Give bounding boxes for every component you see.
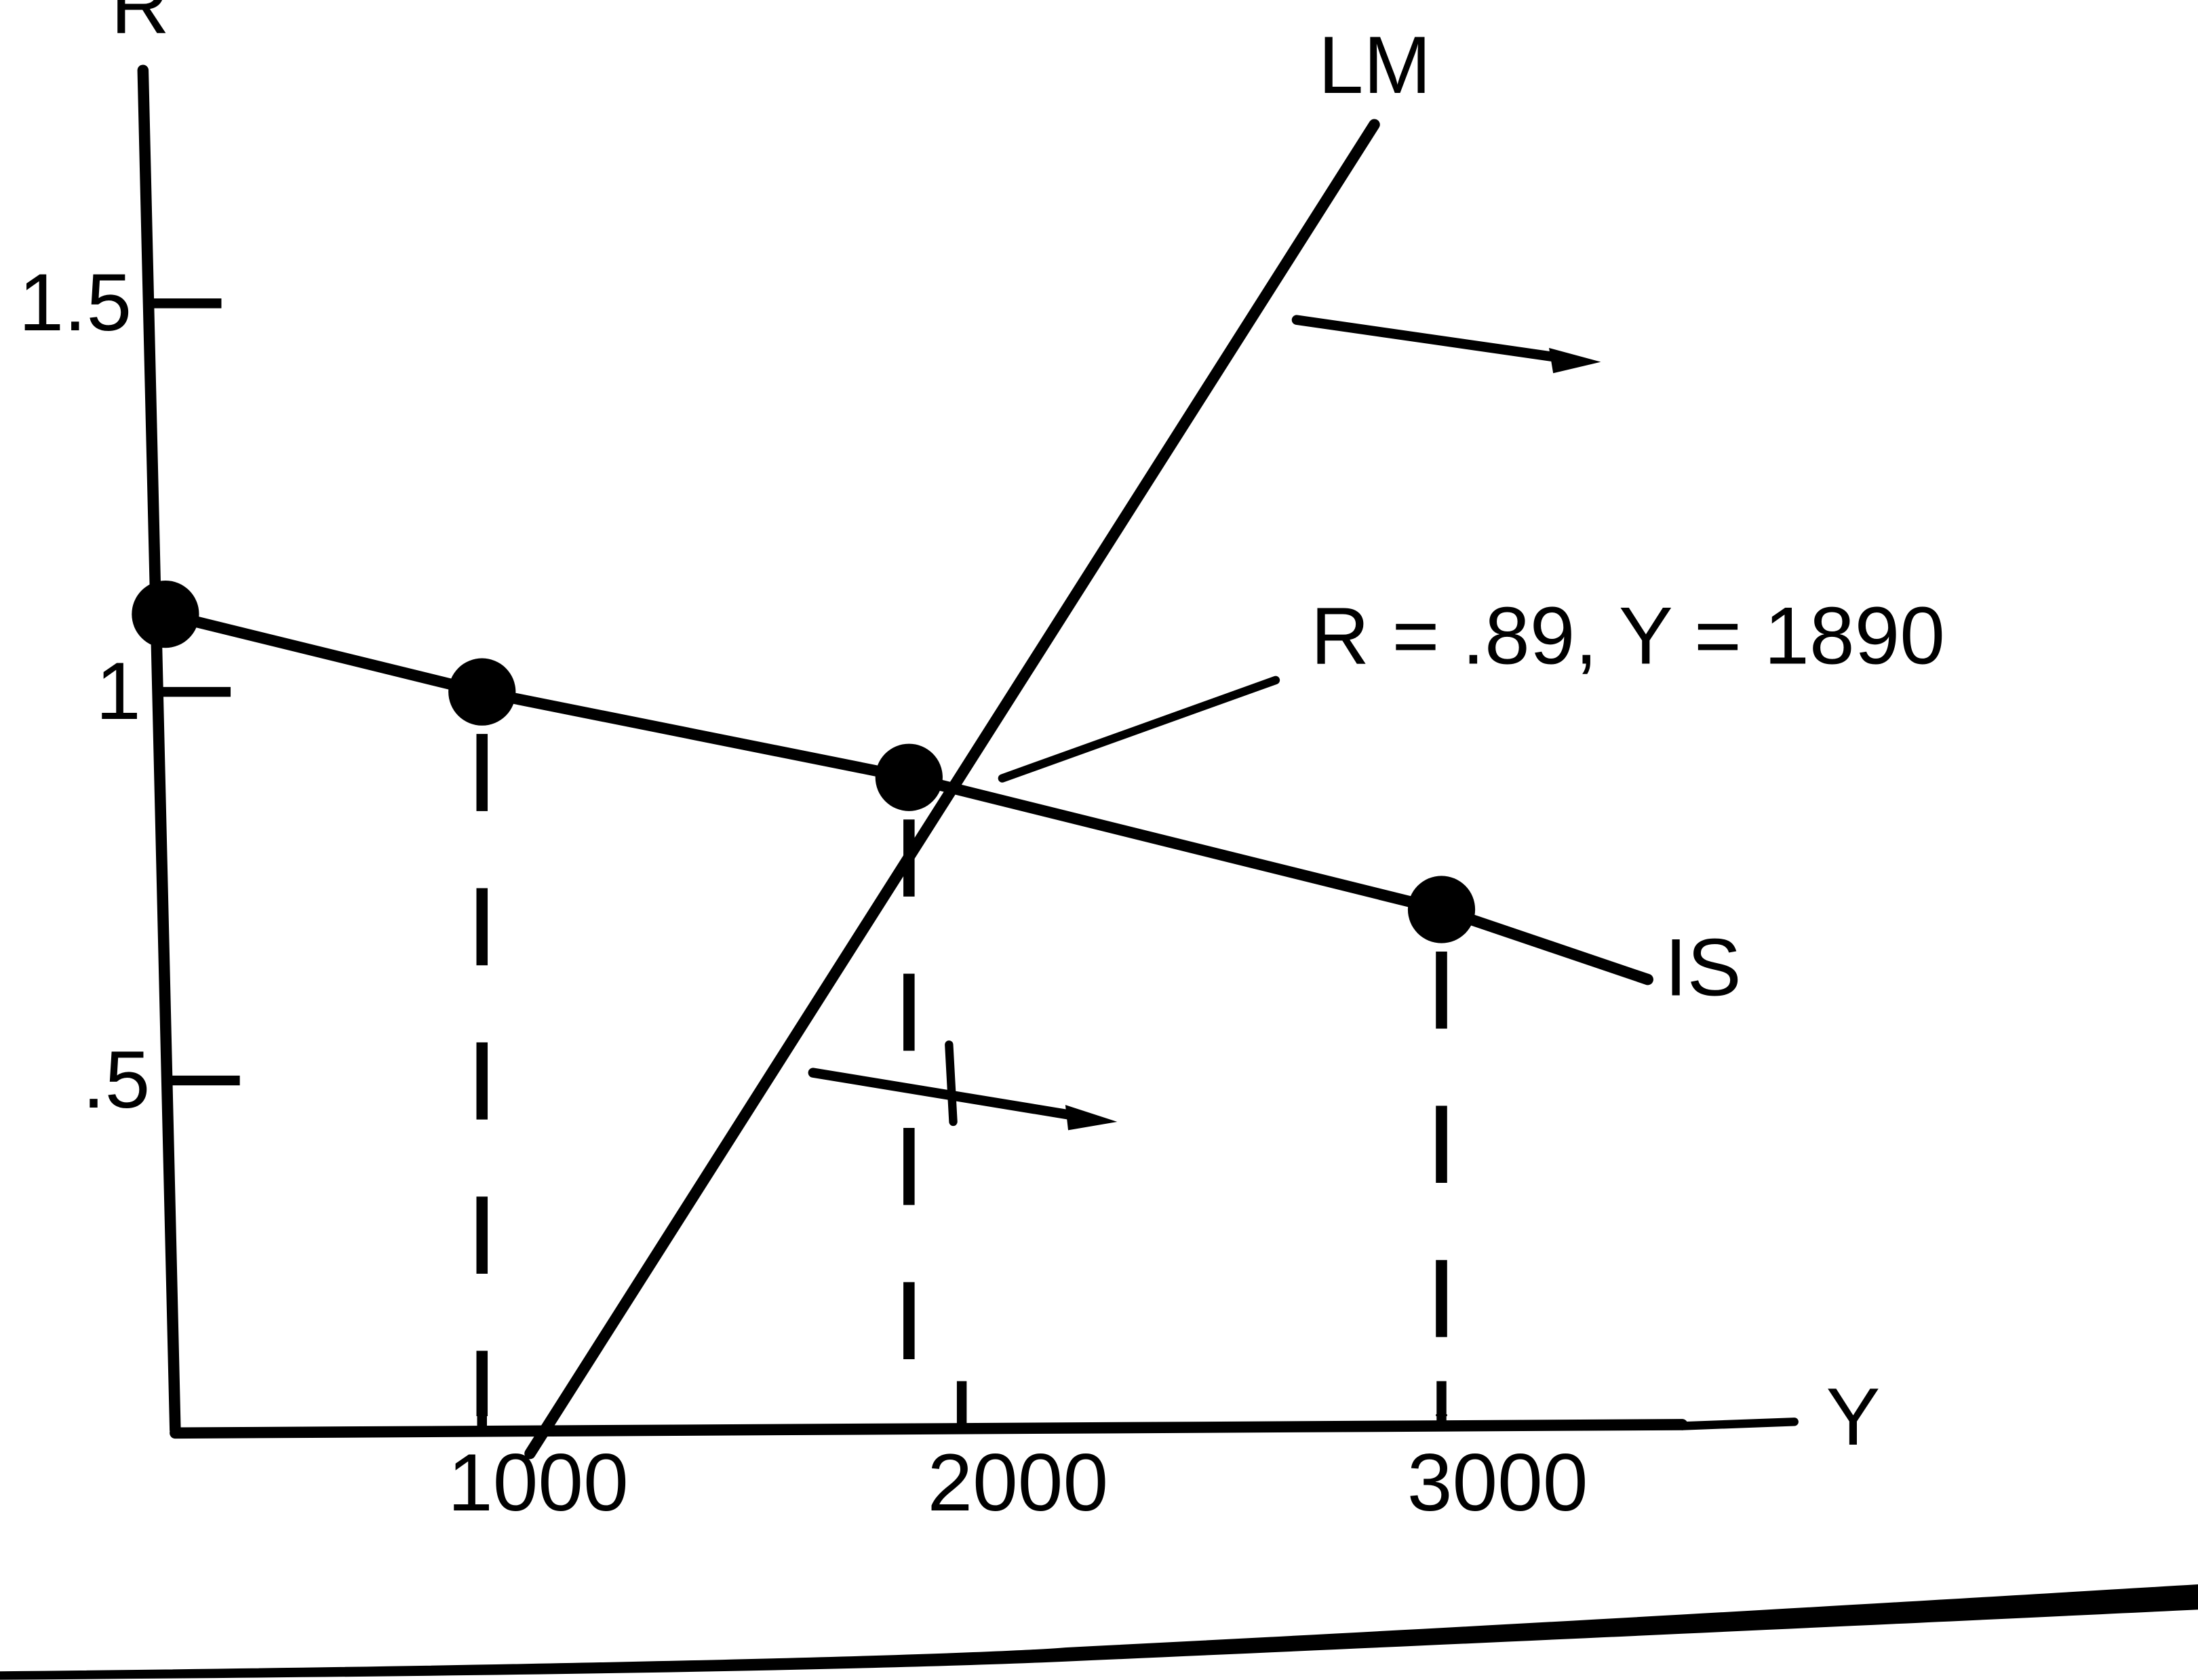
x-axis bbox=[170, 1419, 1688, 1439]
point bbox=[1407, 876, 1476, 943]
y-tick-label: .5 bbox=[82, 1034, 150, 1125]
x-axis-label: Y bbox=[1826, 1371, 1881, 1462]
series-label: IS bbox=[1664, 922, 1741, 1013]
y-tick-label: 1 bbox=[96, 646, 141, 737]
line-lm bbox=[524, 119, 1380, 1460]
y-axis-label: R bbox=[111, 0, 170, 51]
x-tick-label: 3000 bbox=[1407, 1437, 1588, 1528]
y-axis bbox=[137, 64, 181, 1436]
annotation: R = .89, Y = 1890 bbox=[1311, 591, 1945, 682]
x-tick-label: 1000 bbox=[448, 1437, 629, 1528]
y-tick-label: 1.5 bbox=[19, 257, 132, 348]
point bbox=[132, 580, 199, 648]
series-label: LM bbox=[1318, 20, 1432, 111]
point bbox=[448, 658, 516, 726]
decoration bbox=[0, 315, 2198, 1680]
point bbox=[875, 743, 943, 811]
x-tick-label: 2000 bbox=[927, 1437, 1108, 1528]
